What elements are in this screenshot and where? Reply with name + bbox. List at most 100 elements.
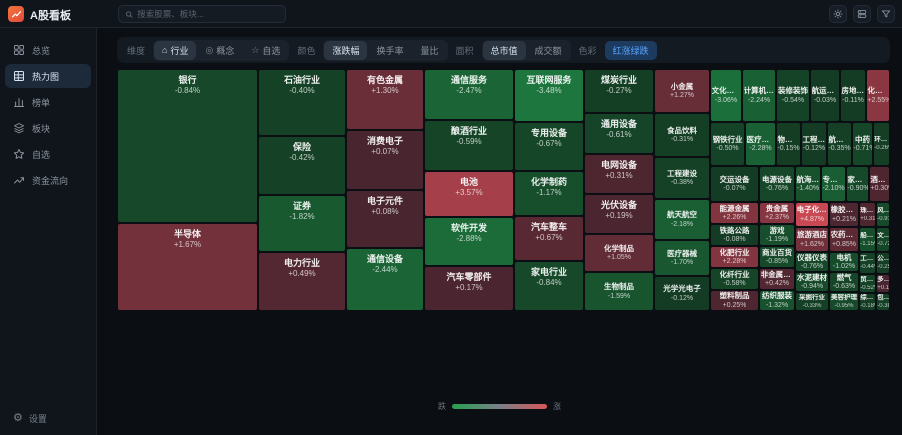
treemap-tile[interactable]: 航空机场-0.35% — [828, 123, 851, 165]
chip-total-market-cap[interactable]: 总市值 — [482, 40, 526, 60]
sidebar-item-heatmap[interactable]: 热力图 — [5, 64, 91, 88]
sidebar-item-settings[interactable]: ⚙ 设置 — [13, 412, 47, 425]
treemap-tile[interactable]: 银行 -0.84% — [118, 70, 257, 222]
treemap-tile[interactable]: 风电设备-0.91% — [877, 203, 889, 226]
treemap-tile[interactable]: 游戏 -1.19% — [760, 225, 794, 245]
treemap-tile[interactable]: 光学光电子 -0.12% — [655, 277, 709, 310]
treemap-tile[interactable]: 工程机械-0.12% — [802, 123, 826, 165]
treemap-tile[interactable]: 电力行业 +0.49% — [259, 253, 345, 310]
treemap-tile[interactable]: 酿酒行业 -0.59% — [425, 121, 513, 170]
data-panel-button[interactable] — [853, 5, 871, 23]
treemap-tile[interactable]: 生物制品 -1.59% — [585, 273, 653, 310]
treemap-tile[interactable]: 家电行业 -0.84% — [515, 262, 583, 310]
treemap-tile[interactable]: 能源金属 +2.26% — [711, 203, 758, 223]
treemap-tile[interactable]: 食品饮料 -0.31% — [655, 114, 709, 156]
treemap-tile[interactable]: 公用事业-0.25% — [877, 253, 889, 273]
search-box[interactable] — [118, 5, 286, 23]
treemap-tile[interactable]: 水泥建材 -0.94% — [796, 273, 828, 291]
treemap-tile[interactable]: 文教休闲-0.72% — [877, 228, 889, 251]
treemap-tile[interactable]: 电网设备 +0.31% — [585, 155, 653, 193]
treemap-tile[interactable]: 专业服务-2.10% — [822, 167, 845, 201]
treemap-tile[interactable]: 汽车零部件 +0.17% — [425, 267, 513, 310]
treemap-tile[interactable]: 物流行业-0.15% — [777, 123, 800, 165]
treemap-tile[interactable]: 环保行业-0.26% — [874, 123, 889, 165]
treemap-tile[interactable]: 中药-0.71% — [853, 123, 872, 165]
treemap-tile[interactable]: 商业百货 -0.85% — [760, 247, 794, 267]
treemap-tile[interactable]: 医疗服务 -2.28% — [746, 123, 775, 165]
chip-concept[interactable]: ◎ 概念 — [197, 41, 242, 60]
treemap-tile[interactable]: 燃气 -0.63% — [830, 273, 858, 291]
treemap-tile[interactable]: 电子化学品+4.87% — [796, 203, 828, 226]
treemap-tile[interactable]: 铁路公路 -0.08% — [711, 225, 758, 245]
treemap-tile[interactable]: 航海装备-1.40% — [796, 167, 820, 201]
filter-button[interactable] — [877, 5, 895, 23]
treemap-tile[interactable]: 农药兽药+0.85% — [830, 228, 858, 251]
chip-watchlist[interactable]: ☆ 自选 — [243, 41, 288, 60]
sidebar-item-moneyflow[interactable]: 资金流向 — [5, 168, 91, 192]
chip-industry[interactable]: ⌂ 行业 — [154, 40, 197, 60]
treemap-tile[interactable]: 小金属 +1.27% — [655, 70, 709, 112]
chip-volume-ratio[interactable]: 量比 — [412, 41, 446, 60]
treemap-tile[interactable]: 电子元件 +0.08% — [347, 191, 423, 247]
treemap-tile[interactable]: 贸易行业-0.52% — [860, 275, 875, 292]
treemap-tile[interactable]: 电机 -1.02% — [830, 253, 858, 271]
treemap-tile[interactable]: 仪器仪表 -0.76% — [796, 253, 828, 271]
treemap-tile[interactable]: 保险 -0.42% — [259, 137, 345, 194]
treemap-tile[interactable]: 光伏设备 +0.19% — [585, 195, 653, 233]
treemap-tile[interactable]: 互联网服务 -3.48% — [515, 70, 583, 121]
treemap-tile[interactable]: 汽车整车 +0.67% — [515, 217, 583, 260]
treemap-tile[interactable]: 船舶制造-1.15% — [860, 228, 875, 251]
treemap-tile[interactable]: 珠宝首饰+0.31% — [860, 203, 875, 226]
treemap-tile[interactable]: 电池 +3.57% — [425, 172, 513, 216]
sidebar-item-rankings[interactable]: 榜单 — [5, 90, 91, 114]
treemap-tile[interactable]: 通用设备 -0.61% — [585, 114, 653, 153]
treemap-tile[interactable]: 家居用品-0.90% — [847, 167, 868, 201]
treemap-tile[interactable]: 钢铁行业 -0.50% — [711, 123, 744, 165]
treemap-tile[interactable]: 综合行业-0.18% — [860, 294, 875, 310]
sidebar-item-watchlist[interactable]: 自选 — [5, 142, 91, 166]
treemap-tile[interactable]: 化学制药 -1.17% — [515, 172, 583, 215]
treemap-tile[interactable]: 房地产开发-0.11% — [841, 70, 865, 121]
treemap-tile[interactable]: 工程建设 -0.38% — [655, 158, 709, 198]
treemap-tile[interactable]: 航天航空 -2.18% — [655, 200, 709, 239]
treemap-tile[interactable]: 工艺商品-0.44% — [860, 253, 875, 273]
treemap-tile[interactable]: 文化传媒 -3.06% — [711, 70, 741, 121]
treemap-tile[interactable]: 通信设备 -2.44% — [347, 249, 423, 310]
treemap-tile[interactable]: 有色金属 +1.30% — [347, 70, 423, 129]
sidebar-item-overview[interactable]: 总览 — [5, 38, 91, 62]
treemap-tile[interactable]: 多元金融+0.12% — [877, 275, 889, 292]
chip-turnover-amount[interactable]: 成交额 — [527, 41, 570, 60]
treemap-tile[interactable]: 化肥行业 +2.28% — [711, 247, 758, 267]
treemap-tile[interactable]: 橡胶制品+0.21% — [830, 203, 858, 226]
treemap-tile[interactable]: 化学制品 +1.05% — [585, 235, 653, 271]
treemap-tile[interactable]: 煤炭行业 -0.27% — [585, 70, 653, 112]
treemap-tile[interactable]: 消费电子 +0.07% — [347, 131, 423, 189]
treemap-tile[interactable]: 装修装饰 -0.54% — [777, 70, 809, 121]
treemap-tile[interactable]: 软件开发 -2.88% — [425, 218, 513, 265]
treemap-tile[interactable]: 通信服务 -2.47% — [425, 70, 513, 119]
chip-turnover-rate[interactable]: 换手率 — [368, 41, 411, 60]
treemap-tile[interactable]: 石油行业 -0.40% — [259, 70, 345, 135]
treemap-tile[interactable]: 专用设备 -0.67% — [515, 123, 583, 170]
treemap-tile[interactable]: 旅游酒店 +1.62% — [796, 228, 828, 251]
treemap-tile[interactable]: 贵金属 +2.37% — [760, 203, 794, 223]
treemap-tile[interactable]: 采掘行业 -0.33% — [796, 293, 828, 310]
treemap-tile[interactable]: 半导体 +1.67% — [118, 224, 257, 310]
treemap-tile[interactable]: 非金属材料+0.42% — [760, 269, 794, 289]
treemap-tile[interactable]: 纺织服装 -1.32% — [760, 291, 794, 310]
search-input[interactable] — [137, 9, 279, 19]
sidebar-item-sectors[interactable]: 板块 — [5, 116, 91, 140]
treemap-tile[interactable]: 酒店餐饮+0.30% — [870, 167, 889, 201]
chip-change-pct[interactable]: 涨跌幅 — [324, 40, 368, 60]
treemap-tile[interactable]: 证券 -1.82% — [259, 196, 345, 251]
theme-toggle-button[interactable] — [829, 5, 847, 23]
treemap-tile[interactable]: 计算机设备-2.24% — [743, 70, 775, 121]
treemap-tile[interactable]: 电源设备 -0.76% — [760, 167, 794, 201]
treemap-tile[interactable]: 塑料制品 +0.25% — [711, 291, 758, 310]
treemap-tile[interactable]: 包装材料-0.38% — [877, 294, 889, 310]
treemap-tile[interactable]: 交运设备 -0.07% — [711, 167, 758, 201]
treemap-tile[interactable]: 医疗器械 -1.70% — [655, 241, 709, 275]
chip-red-up-green-down[interactable]: 红涨绿跌 — [604, 40, 657, 60]
treemap-tile[interactable]: 航运港口-0.03% — [811, 70, 839, 121]
treemap-tile[interactable]: 美容护理 -0.95% — [830, 293, 858, 310]
